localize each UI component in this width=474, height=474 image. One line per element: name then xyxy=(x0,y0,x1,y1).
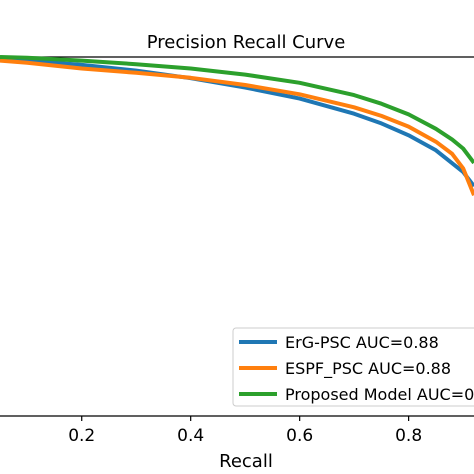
legend-label-3: Proposed Model AUC=0. xyxy=(285,385,474,404)
plot-area xyxy=(0,55,474,417)
legend: ErG-PSC AUC=0.88 ESPF_PSC AUC=0.88 Propose… xyxy=(232,327,474,407)
series-line-2 xyxy=(0,58,474,196)
legend-label-2: ESPF_PSC AUC=0.88 xyxy=(285,359,451,379)
x-tick-label: 0.4 xyxy=(177,426,204,446)
legend-items: ErG-PSC AUC=0.88 ESPF_PSC AUC=0.88 Propose… xyxy=(239,333,474,404)
x-tick-label: 0.6 xyxy=(286,426,313,446)
series-line-1 xyxy=(0,57,474,188)
x-axis-label: Recall xyxy=(219,451,273,472)
chart-title: Precision Recall Curve xyxy=(147,32,346,53)
x-axis-ticks: 0.2 0.4 0.6 0.8 xyxy=(68,416,422,446)
legend-box xyxy=(232,327,474,407)
series-line-3 xyxy=(0,55,474,165)
x-tick-label: 0.8 xyxy=(395,426,422,446)
series-lines xyxy=(0,55,474,196)
legend-label-1: ErG-PSC AUC=0.88 xyxy=(285,333,439,352)
x-tick-label: 0.2 xyxy=(68,426,95,446)
